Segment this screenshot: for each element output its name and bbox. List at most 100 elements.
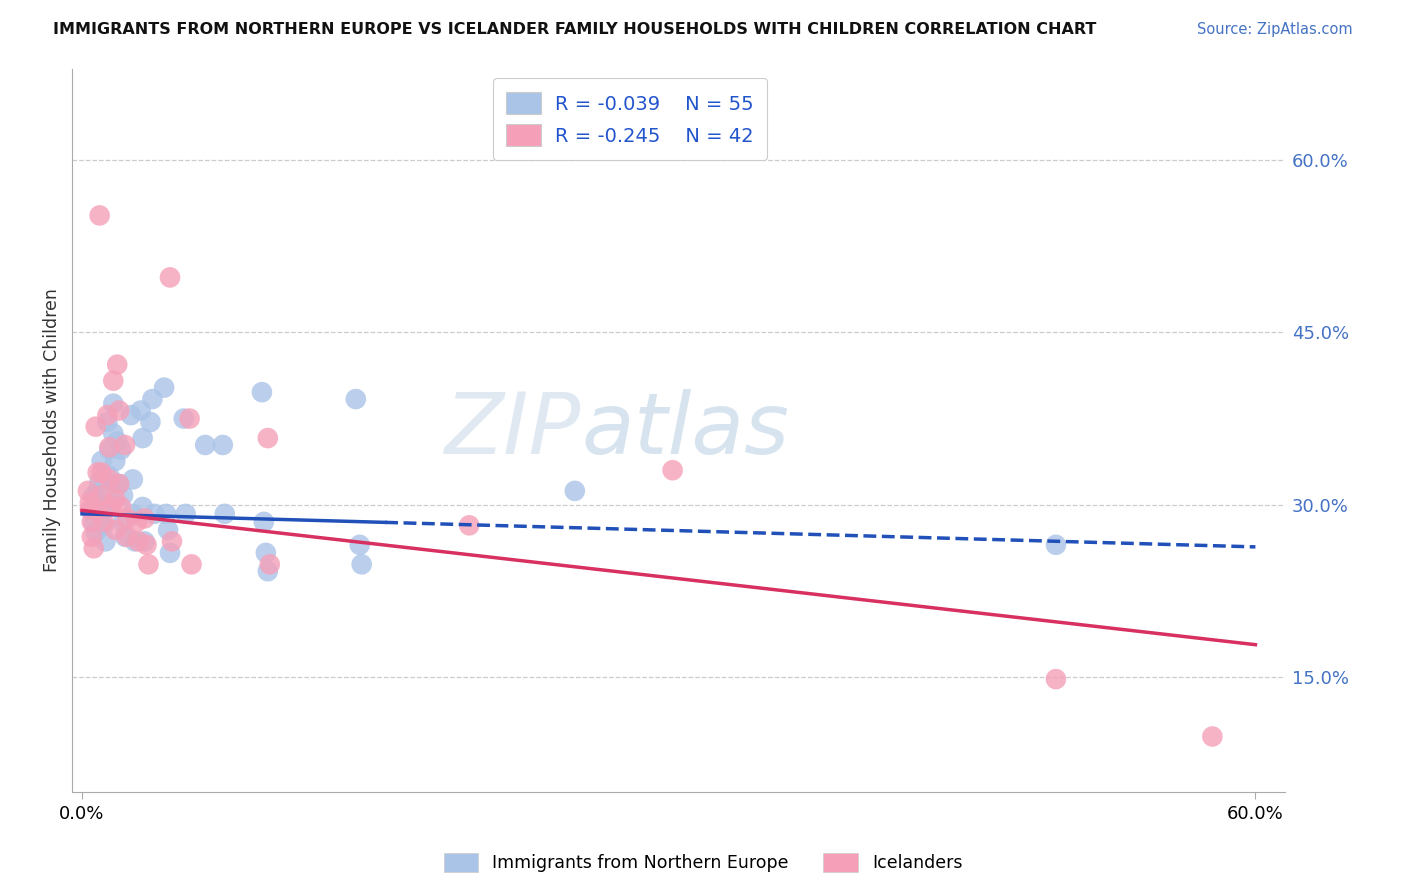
Point xyxy=(90,507,112,521)
Point xyxy=(157,523,180,537)
Point xyxy=(121,507,143,521)
Point xyxy=(112,488,135,502)
Point xyxy=(564,483,586,498)
Point xyxy=(104,454,127,468)
Point xyxy=(125,515,148,529)
Point xyxy=(134,511,156,525)
Point xyxy=(108,477,131,491)
Point xyxy=(98,440,121,454)
Point xyxy=(129,403,152,417)
Text: atlas: atlas xyxy=(582,389,790,472)
Point xyxy=(153,381,176,395)
Point xyxy=(180,558,202,572)
Point xyxy=(93,515,115,529)
Point xyxy=(250,385,273,400)
Point xyxy=(134,534,156,549)
Point xyxy=(1045,538,1067,552)
Point xyxy=(108,403,131,417)
Point xyxy=(84,419,107,434)
Point xyxy=(115,511,138,525)
Point xyxy=(160,534,183,549)
Point xyxy=(661,463,683,477)
Point xyxy=(350,558,373,572)
Point xyxy=(344,392,367,406)
Point xyxy=(100,500,122,514)
Point xyxy=(96,408,118,422)
Point xyxy=(110,442,132,457)
Point xyxy=(155,507,177,521)
Point xyxy=(89,495,111,509)
Point xyxy=(93,518,115,533)
Point xyxy=(139,415,162,429)
Point xyxy=(90,488,112,502)
Point xyxy=(159,546,181,560)
Point xyxy=(128,534,150,549)
Point xyxy=(143,507,166,521)
Point xyxy=(105,434,128,449)
Text: Source: ZipAtlas.com: Source: ZipAtlas.com xyxy=(1197,22,1353,37)
Point xyxy=(253,515,276,529)
Text: ZIP: ZIP xyxy=(446,389,582,472)
Point xyxy=(98,469,121,483)
Point xyxy=(104,491,127,506)
Point xyxy=(90,466,112,480)
Point xyxy=(115,530,138,544)
Point xyxy=(214,507,236,521)
Legend: R = -0.039    N = 55, R = -0.245    N = 42: R = -0.039 N = 55, R = -0.245 N = 42 xyxy=(492,78,768,160)
Point xyxy=(458,518,481,533)
Point xyxy=(94,534,117,549)
Text: IMMIGRANTS FROM NORTHERN EUROPE VS ICELANDER FAMILY HOUSEHOLDS WITH CHILDREN COR: IMMIGRANTS FROM NORTHERN EUROPE VS ICELA… xyxy=(53,22,1097,37)
Point xyxy=(105,358,128,372)
Point xyxy=(1201,730,1223,744)
Point xyxy=(173,411,195,425)
Point xyxy=(79,495,101,509)
Point xyxy=(103,397,125,411)
Point xyxy=(135,538,157,552)
Point xyxy=(100,495,122,509)
Point xyxy=(83,515,105,529)
Legend: Immigrants from Northern Europe, Icelanders: Immigrants from Northern Europe, Iceland… xyxy=(437,846,969,879)
Point xyxy=(259,558,281,572)
Point xyxy=(110,500,132,514)
Point xyxy=(256,564,278,578)
Point xyxy=(80,530,103,544)
Point xyxy=(1045,672,1067,686)
Point xyxy=(83,541,105,556)
Point xyxy=(96,415,118,429)
Point xyxy=(124,534,146,549)
Point xyxy=(121,472,143,486)
Point xyxy=(80,515,103,529)
Point xyxy=(98,472,121,486)
Point xyxy=(103,374,125,388)
Point xyxy=(112,515,135,529)
Point xyxy=(93,500,115,514)
Point xyxy=(131,431,153,445)
Point xyxy=(120,408,142,422)
Point xyxy=(114,438,136,452)
Point xyxy=(84,525,107,540)
Y-axis label: Family Households with Children: Family Households with Children xyxy=(44,288,60,572)
Point xyxy=(89,209,111,223)
Point xyxy=(90,454,112,468)
Point xyxy=(159,270,181,285)
Point xyxy=(349,538,371,552)
Point xyxy=(98,442,121,457)
Point xyxy=(131,500,153,514)
Point xyxy=(211,438,233,452)
Point xyxy=(254,546,277,560)
Point xyxy=(80,503,103,517)
Point xyxy=(138,558,160,572)
Point xyxy=(86,503,108,517)
Point xyxy=(83,488,105,502)
Point xyxy=(174,507,197,521)
Point xyxy=(86,483,108,498)
Point xyxy=(141,392,163,406)
Point xyxy=(179,411,201,425)
Point xyxy=(103,426,125,441)
Point xyxy=(89,475,111,489)
Point xyxy=(114,530,136,544)
Point xyxy=(108,477,131,491)
Point xyxy=(194,438,217,452)
Point xyxy=(256,431,278,445)
Point xyxy=(77,483,100,498)
